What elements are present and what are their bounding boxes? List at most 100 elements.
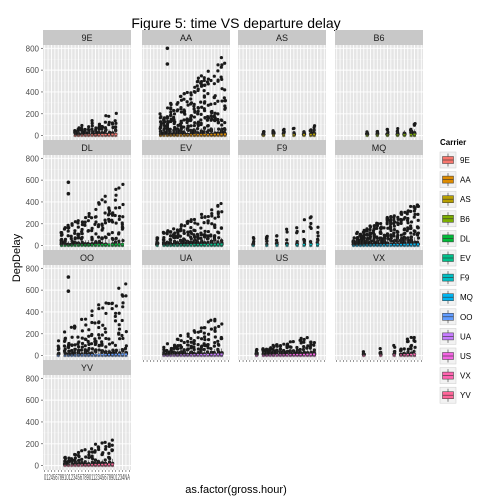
outlier-point	[96, 225, 100, 229]
outlier-point	[182, 125, 186, 129]
outlier-point	[193, 85, 197, 89]
outlier-point	[203, 229, 207, 233]
outlier-point	[186, 347, 190, 351]
outlier-point	[213, 111, 217, 115]
outlier-point	[110, 341, 115, 345]
outlier-point	[117, 286, 121, 290]
outlier-point	[107, 218, 111, 223]
facet-oo: OO 0 200 400 600 800	[26, 250, 131, 361]
outlier-point	[110, 307, 114, 311]
outlier-point	[216, 79, 220, 83]
outlier-point	[189, 97, 193, 101]
outlier-point	[66, 191, 71, 196]
outlier-point	[114, 193, 118, 197]
outlier-point	[76, 225, 80, 229]
outlier-point	[73, 456, 77, 460]
outlier-point	[117, 332, 121, 336]
facet-panels: 9E 0 200 400 600 800 AA AS B6 DL 0 200 400 600 800 EV F9…	[26, 30, 423, 482]
outlier-point	[76, 233, 80, 237]
y-tick-label: 800	[26, 264, 40, 273]
outlier-point	[388, 237, 393, 242]
outlier-point	[309, 221, 313, 226]
outlier-point	[264, 347, 269, 351]
outlier-point	[179, 223, 184, 227]
outlier-point	[412, 123, 417, 127]
outlier-point	[316, 230, 320, 235]
outlier-point	[100, 342, 104, 346]
outlier-point	[111, 348, 115, 352]
outlier-point	[104, 350, 108, 354]
outlier-point	[365, 232, 369, 237]
outlier-point	[110, 220, 115, 224]
outlier-point	[121, 215, 125, 219]
outlier-point	[165, 46, 170, 51]
outlier-point	[178, 234, 182, 238]
outlier-point	[73, 237, 77, 241]
outlier-point	[165, 342, 170, 346]
outlier-point	[103, 194, 107, 198]
outlier-point	[113, 198, 118, 202]
outlier-point	[178, 334, 183, 338]
facet-9e: 9E 0 200 400 600 800	[26, 30, 131, 141]
outlier-point	[213, 223, 217, 227]
outlier-point	[302, 238, 306, 242]
outlier-point	[295, 345, 299, 350]
outlier-point	[199, 79, 204, 84]
strip-as	[238, 30, 326, 45]
outlier-point	[200, 239, 204, 243]
outlier-point	[69, 325, 73, 329]
outlier-point	[107, 455, 111, 460]
outlier-point	[268, 347, 272, 351]
outlier-point	[100, 453, 104, 457]
box-13	[87, 463, 91, 467]
outlier-point	[219, 226, 224, 230]
outlier-point	[206, 332, 211, 336]
box-23	[220, 133, 224, 137]
outlier-point	[83, 344, 87, 348]
box-15	[192, 353, 196, 357]
outlier-point	[312, 340, 316, 345]
box-22	[312, 133, 316, 137]
outlier-point	[189, 235, 193, 239]
box-15	[192, 243, 196, 247]
outlier-point	[121, 202, 125, 207]
outlier-point	[93, 442, 98, 446]
outlier-point	[254, 351, 258, 356]
legend-item-us: US	[439, 347, 471, 365]
outlier-point	[97, 325, 101, 330]
outlier-point	[80, 336, 84, 340]
y-tick-label: 200	[26, 220, 40, 229]
box-19	[206, 133, 210, 137]
outlier-point	[114, 111, 118, 115]
outlier-point	[223, 88, 227, 92]
outlier-point	[399, 212, 404, 216]
outlier-point	[162, 238, 166, 242]
box-23	[121, 353, 125, 357]
outlier-point	[76, 342, 80, 346]
strip-label: AS	[276, 33, 288, 43]
outlier-point	[73, 452, 77, 457]
outlier-point	[378, 347, 382, 351]
outlier-point	[80, 449, 84, 453]
outlier-point	[193, 330, 197, 334]
outlier-point	[70, 459, 74, 463]
outlier-point	[199, 231, 203, 235]
box-17	[199, 243, 203, 247]
outlier-point	[199, 212, 204, 217]
legend-label: F9	[460, 274, 470, 283]
facet-aa: AA	[142, 30, 230, 140]
outlier-point	[86, 219, 90, 223]
box-15	[93, 133, 97, 137]
outlier-point	[72, 326, 77, 330]
outlier-point	[275, 343, 279, 347]
outlier-point	[110, 301, 114, 306]
outlier-point	[295, 231, 299, 235]
outlier-point	[399, 239, 403, 243]
strip-label: F9	[277, 143, 288, 153]
outlier-point	[409, 226, 413, 231]
outlier-point	[403, 231, 407, 235]
box-13	[87, 353, 91, 357]
box-18	[203, 133, 207, 137]
outlier-point	[203, 338, 207, 342]
outlier-point	[110, 449, 114, 453]
